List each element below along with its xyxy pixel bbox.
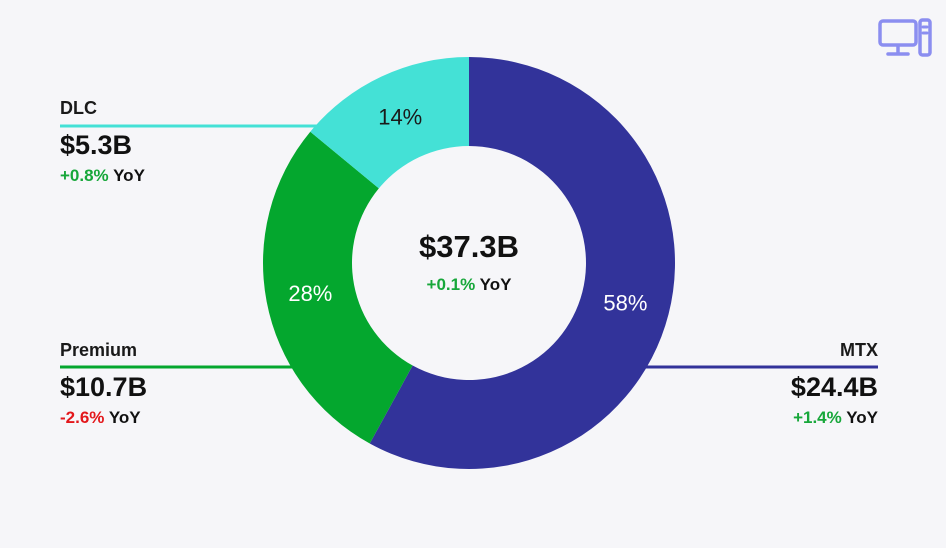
amount-mtx: $24.4B bbox=[790, 372, 878, 402]
total-yoy-suffix: YoY bbox=[479, 275, 512, 294]
total-amount: $37.3B bbox=[419, 229, 519, 264]
callout-dlc: DLC $5.3B +0.8% YoY bbox=[60, 97, 280, 187]
yoy-mtx: +1.4% YoY bbox=[658, 407, 878, 429]
yoy-value-mtx: +1.4% bbox=[793, 408, 842, 427]
slice-premium bbox=[263, 131, 413, 444]
amount-premium: $10.7B bbox=[60, 372, 148, 402]
category-name-dlc: DLC bbox=[60, 98, 97, 118]
category-name-mtx: MTX bbox=[840, 340, 878, 360]
yoy-suffix-mtx: YoY bbox=[846, 408, 878, 427]
amount-dlc: $5.3B bbox=[60, 130, 133, 160]
yoy-suffix-dlc: YoY bbox=[113, 166, 145, 185]
slice-label-dlc: 14% bbox=[378, 104, 422, 129]
total-yoy-value: +0.1% bbox=[426, 275, 476, 294]
yoy-dlc: +0.8% YoY bbox=[60, 165, 280, 187]
leader-lines bbox=[60, 124, 878, 369]
slice-dlc bbox=[310, 57, 469, 189]
desktop-pc-icon bbox=[878, 18, 932, 57]
yoy-premium: -2.6% YoY bbox=[60, 407, 280, 429]
slice-label-premium: 28% bbox=[288, 281, 332, 306]
category-name-premium: Premium bbox=[60, 340, 138, 360]
callout-mtx: MTX $24.4B +1.4% YoY bbox=[658, 339, 878, 429]
yoy-value-dlc: +0.8% bbox=[60, 166, 109, 185]
donut-center-total: $37.3B +0.1% YoY bbox=[369, 228, 569, 296]
total-yoy: +0.1% YoY bbox=[369, 274, 569, 296]
yoy-suffix-premium: YoY bbox=[108, 408, 141, 427]
donut-slices bbox=[263, 57, 675, 470]
callout-premium: Premium $10.7B -2.6% YoY bbox=[60, 339, 280, 429]
slice-mtx bbox=[369, 57, 675, 470]
slice-label-mtx: 58% bbox=[603, 291, 647, 316]
slice-percent-labels: 58% 28% 14% bbox=[288, 104, 647, 315]
yoy-value-premium: -2.6% bbox=[60, 408, 105, 427]
